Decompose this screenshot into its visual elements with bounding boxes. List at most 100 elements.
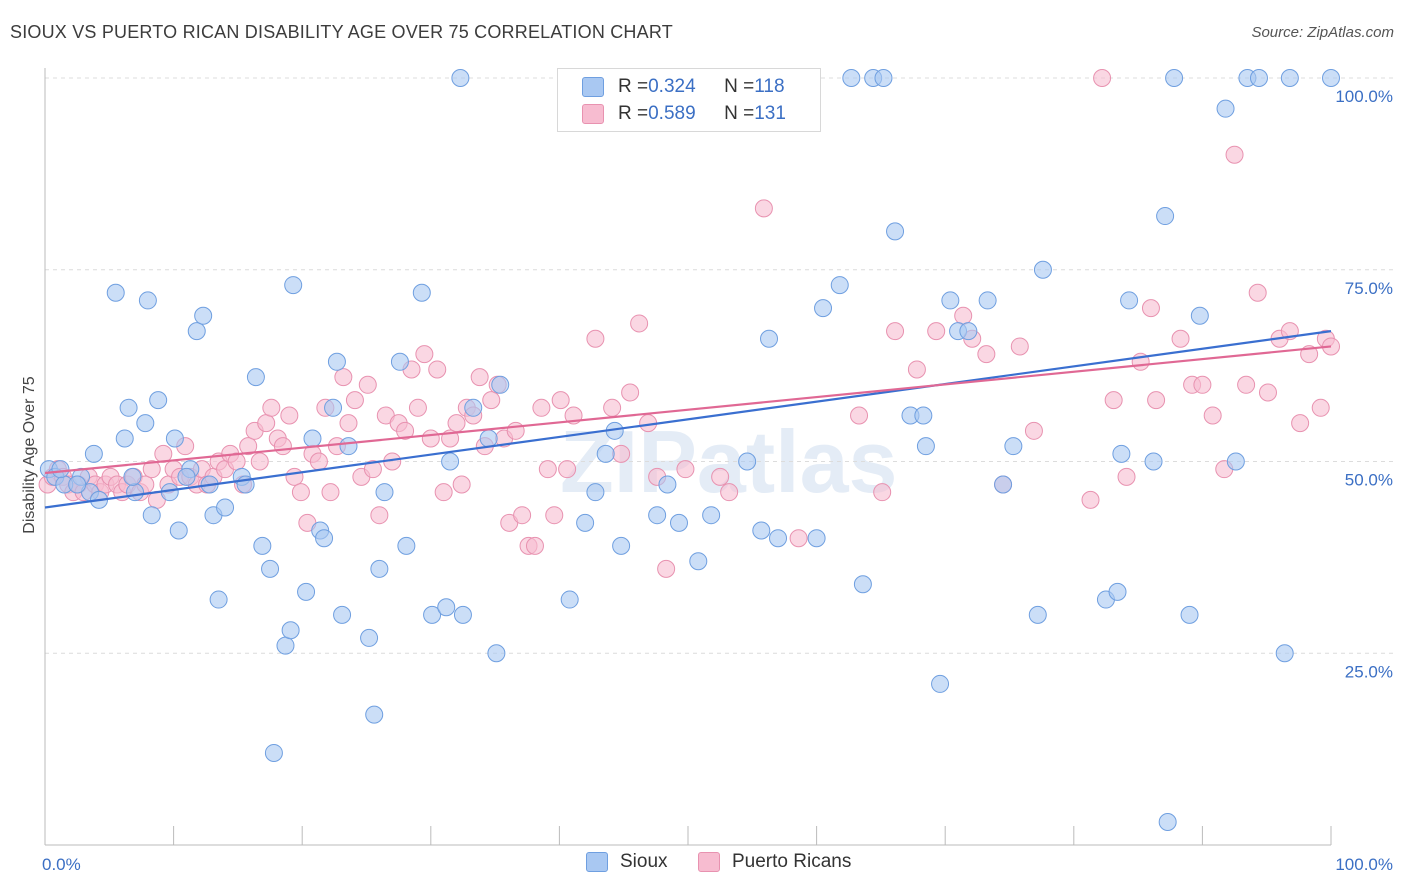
bottom-legend-puerto-ricans: Puerto Ricans <box>698 851 851 873</box>
point-puerto-ricans <box>850 406 869 425</box>
point-puerto-ricans <box>657 559 676 578</box>
point-sioux <box>216 498 235 517</box>
point-sioux <box>327 352 346 371</box>
point-puerto-ricans <box>1193 375 1212 394</box>
point-sioux <box>576 513 595 532</box>
point-puerto-ricans <box>309 452 328 471</box>
point-puerto-ricans <box>415 345 434 364</box>
point-puerto-ricans <box>470 368 489 387</box>
tick-labels: 25.0% 50.0% 75.0% 100.0% 0.0% 100.0% <box>42 87 1393 874</box>
point-sioux <box>1280 69 1299 87</box>
point-sioux <box>365 705 384 724</box>
point-puerto-ricans <box>1203 406 1222 425</box>
point-puerto-ricans <box>1258 383 1277 402</box>
point-sioux <box>1112 444 1131 463</box>
point-puerto-ricans <box>720 483 739 502</box>
point-puerto-ricans <box>927 322 946 341</box>
point-sioux <box>916 437 935 456</box>
point-puerto-ricans <box>1225 145 1244 164</box>
point-puerto-ricans <box>1248 283 1267 302</box>
point-sioux <box>830 276 849 295</box>
point-puerto-ricans <box>513 506 532 525</box>
point-sioux <box>149 391 168 410</box>
point-puerto-ricans <box>1104 391 1123 410</box>
y-tick-label: 25.0% <box>1345 662 1393 681</box>
point-puerto-ricans <box>421 429 440 448</box>
point-puerto-ricans <box>447 414 466 433</box>
bottom-legend-swatch-sioux <box>586 852 608 872</box>
point-sioux <box>324 398 343 417</box>
point-sioux <box>451 69 470 87</box>
point-sioux <box>370 559 389 578</box>
point-sioux <box>453 605 472 624</box>
point-puerto-ricans <box>754 199 773 218</box>
point-puerto-ricans <box>558 460 577 479</box>
point-puerto-ricans <box>1093 69 1112 87</box>
point-sioux <box>807 529 826 548</box>
point-sioux <box>814 299 833 318</box>
point-sioux <box>297 582 316 601</box>
point-puerto-ricans <box>873 483 892 502</box>
point-sioux <box>177 467 196 486</box>
x-tick-label: 0.0% <box>42 855 81 874</box>
point-puerto-ricans <box>603 398 622 417</box>
point-sioux <box>142 506 161 525</box>
point-sioux <box>874 69 893 87</box>
point-sioux <box>752 521 771 540</box>
point-sioux <box>1158 812 1177 831</box>
legend-n-value: 131 <box>754 103 786 124</box>
point-sioux <box>187 322 206 341</box>
point-sioux <box>397 536 416 555</box>
point-puerto-ricans <box>262 398 281 417</box>
point-sioux <box>994 475 1013 494</box>
point-sioux <box>702 506 721 525</box>
y-tick-label: 75.0% <box>1345 279 1393 298</box>
point-sioux <box>1275 644 1294 663</box>
legend-r-label: R = <box>618 103 649 124</box>
point-sioux <box>612 536 631 555</box>
x-tick-label: 100.0% <box>1335 855 1393 874</box>
point-puerto-ricans <box>1171 329 1190 348</box>
point-sioux <box>1322 69 1340 87</box>
point-sioux <box>914 406 933 425</box>
point-sioux <box>1033 260 1052 279</box>
legend-swatch-sioux <box>582 77 604 97</box>
legend-n-label: N = <box>724 103 755 124</box>
point-sioux <box>941 291 960 310</box>
point-sioux <box>194 306 213 325</box>
point-sioux <box>978 291 997 310</box>
bottom-legend-label-sioux: Sioux <box>620 851 668 872</box>
point-sioux <box>123 467 142 486</box>
point-sioux <box>264 743 283 762</box>
point-sioux <box>560 590 579 609</box>
point-puerto-ricans <box>1291 414 1310 433</box>
point-sioux <box>769 529 788 548</box>
legend: R = 0.324 N = 118 R = 0.589 N = 131 <box>557 68 821 132</box>
point-puerto-ricans <box>428 360 447 379</box>
legend-r-value: 0.589 <box>648 103 696 124</box>
point-puerto-ricans <box>1141 299 1160 318</box>
point-sioux <box>464 398 483 417</box>
point-sioux <box>1165 69 1184 87</box>
point-sioux <box>84 444 103 463</box>
point-sioux <box>1156 207 1175 226</box>
point-puerto-ricans <box>538 460 557 479</box>
legend-n-value: 118 <box>754 76 785 97</box>
point-sioux <box>760 329 779 348</box>
point-sioux <box>261 559 280 578</box>
point-puerto-ricans <box>339 414 358 433</box>
point-puerto-ricans <box>370 506 389 525</box>
point-puerto-ricans <box>711 467 730 486</box>
point-puerto-ricans <box>545 506 564 525</box>
point-sioux <box>375 483 394 502</box>
point-sioux <box>360 628 379 647</box>
point-puerto-ricans <box>1117 467 1136 486</box>
point-puerto-ricans <box>1147 391 1166 410</box>
point-sioux <box>51 460 70 479</box>
point-puerto-ricans <box>239 437 258 456</box>
bottom-legend-sioux: Sioux <box>586 851 668 873</box>
point-puerto-ricans <box>334 368 353 387</box>
point-sioux <box>441 452 460 471</box>
point-puerto-ricans <box>676 460 695 479</box>
